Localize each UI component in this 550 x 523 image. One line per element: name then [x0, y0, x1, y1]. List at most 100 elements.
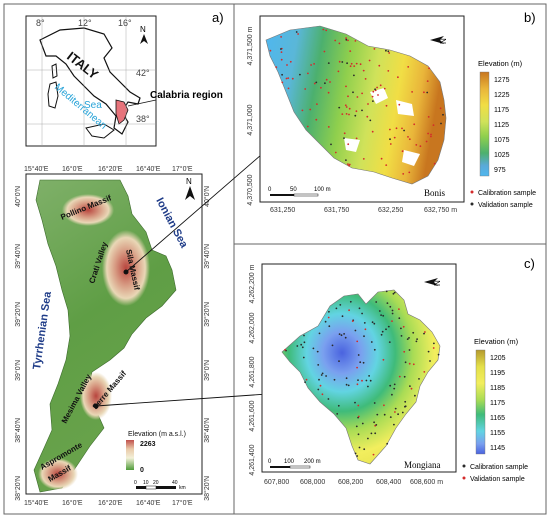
scale-bar-seg-2	[145, 485, 157, 490]
sample-point	[362, 361, 365, 364]
sample-point	[383, 87, 386, 90]
sample-point	[349, 300, 352, 303]
sample-point	[397, 413, 399, 416]
mongiana-validation-symbol	[462, 476, 466, 480]
sila-relief	[102, 230, 150, 306]
sample-point	[338, 60, 341, 63]
sample-point	[401, 127, 403, 130]
sample-point	[428, 67, 430, 70]
sample-point	[353, 65, 356, 67]
mongiana-calibration-symbol	[462, 464, 466, 468]
sample-point	[325, 78, 328, 81]
sample-point	[393, 136, 396, 139]
sample-point	[365, 379, 368, 382]
calabria-scale-bar: 0 10 20 40 km	[134, 480, 186, 491]
sample-point	[355, 137, 358, 140]
sample-point	[340, 334, 343, 337]
sample-point	[316, 350, 319, 353]
inset-lon-16: 16°	[118, 18, 132, 28]
sample-point	[356, 96, 359, 98]
sample-point	[407, 136, 409, 138]
sample-point	[419, 145, 422, 148]
calabria-left-lat-4: 38°40'N	[14, 418, 22, 443]
scale-tick-20: 20	[153, 480, 159, 486]
sample-point	[400, 335, 403, 337]
sample-point	[354, 114, 357, 117]
calabria-callout-label: Calabria region	[150, 90, 223, 101]
sample-point	[393, 387, 396, 390]
sample-point	[398, 308, 400, 310]
sample-point	[295, 31, 298, 33]
sample-point	[357, 354, 360, 356]
sample-point	[345, 377, 348, 380]
sample-point	[389, 384, 392, 387]
calabria-right-lat-1: 39°40'N	[203, 244, 211, 269]
bonis-scale-seg-2	[293, 193, 319, 197]
sample-point	[347, 39, 349, 42]
north-arrow-icon	[140, 34, 148, 44]
bonis-north-arrow: N	[430, 36, 448, 44]
mongiana-scale-tick-1: 100	[284, 459, 295, 465]
mongiana-legend-label: 1205	[490, 355, 506, 362]
sample-point	[348, 107, 351, 110]
sample-point	[345, 159, 347, 162]
sample-point	[281, 73, 283, 76]
mongiana-scale-seg-2	[289, 465, 311, 469]
bonis-y-tick-1: 4,371,000	[247, 104, 254, 135]
sample-point	[321, 372, 324, 375]
sample-point	[427, 350, 430, 353]
sample-point	[325, 375, 327, 377]
sample-point	[329, 81, 331, 83]
sample-point	[357, 415, 360, 418]
sample-point	[354, 40, 357, 42]
sample-point	[430, 133, 432, 136]
mongiana-y-tick-0: 4,262,200 m	[249, 264, 256, 303]
sample-point	[286, 64, 288, 66]
sample-point	[408, 349, 411, 351]
calabria-left-lat-2: 39°20'N	[14, 302, 22, 327]
mongiana-legend-title: Elevation (m)	[474, 337, 519, 346]
sample-point	[359, 63, 362, 66]
sample-point	[303, 341, 306, 344]
calabria-north-arrow: N	[185, 177, 195, 200]
sample-point	[300, 343, 303, 346]
sample-point	[391, 320, 393, 322]
sample-point	[389, 128, 391, 131]
sample-point	[302, 356, 305, 359]
sample-point	[324, 82, 326, 85]
sample-point	[369, 119, 372, 122]
sample-point	[322, 28, 325, 31]
sample-point	[373, 322, 376, 325]
panel-c-label: c)	[524, 256, 535, 271]
sample-point	[327, 62, 330, 64]
sample-point	[403, 129, 405, 132]
aspromonte-relief	[38, 458, 78, 490]
sample-point	[385, 49, 387, 52]
inset-lon-12: 12°	[78, 18, 92, 28]
panel-b-label: b)	[524, 10, 536, 25]
sample-point	[367, 103, 369, 105]
sample-point	[280, 58, 283, 61]
sample-point	[379, 84, 382, 87]
sample-point	[429, 360, 431, 362]
bonis-legend-label: 975	[494, 167, 506, 174]
mongiana-x-tick-4: 608,600 m	[410, 479, 443, 486]
sample-point	[281, 81, 284, 84]
mongiana-samples-layer	[284, 290, 440, 457]
sample-point	[412, 363, 415, 366]
sample-point	[358, 307, 361, 310]
sample-point	[312, 347, 315, 350]
panel-a-label: a)	[212, 10, 224, 25]
sample-point	[409, 385, 411, 387]
sample-point	[345, 38, 348, 41]
pollino-relief	[62, 194, 114, 226]
calabria-bottom-lon-0: 15°40'E	[24, 499, 49, 507]
calabria-map: 15°40'E 16°0'E 16°20'E 16°40'E 17°0'E 15…	[14, 165, 211, 507]
sample-point	[385, 164, 388, 167]
bonis-hole-3	[344, 138, 360, 152]
inset-north-arrow: N	[140, 25, 148, 44]
sample-point	[442, 113, 444, 116]
north-arrow-icon	[185, 186, 195, 200]
sample-point	[430, 135, 432, 138]
sample-point	[280, 48, 282, 50]
